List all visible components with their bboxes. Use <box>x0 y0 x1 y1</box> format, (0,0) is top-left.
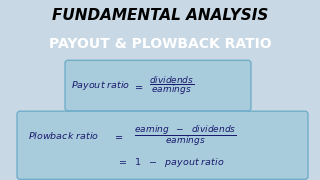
Text: FUNDAMENTAL ANALYSIS: FUNDAMENTAL ANALYSIS <box>52 8 268 23</box>
FancyBboxPatch shape <box>65 60 251 111</box>
Text: $=\ \ 1\ \ -\ \ \mathit{payout\ ratio}$: $=\ \ 1\ \ -\ \ \mathit{payout\ ratio}$ <box>117 156 224 169</box>
Text: $\dfrac{earning\ \ -\ \ dividends}{earnings}$: $\dfrac{earning\ \ -\ \ dividends}{earni… <box>134 123 236 148</box>
FancyBboxPatch shape <box>17 111 308 179</box>
Text: $\mathit{Payout\ ratio}$: $\mathit{Payout\ ratio}$ <box>71 79 130 92</box>
Text: $\dfrac{dividends}{earnings}$: $\dfrac{dividends}{earnings}$ <box>149 74 195 97</box>
Text: $\mathit{Plowback\ ratio}$: $\mathit{Plowback\ ratio}$ <box>28 130 99 141</box>
Text: $=$: $=$ <box>133 81 144 91</box>
Text: $=$: $=$ <box>113 131 124 141</box>
Text: PAYOUT & PLOWBACK RATIO: PAYOUT & PLOWBACK RATIO <box>49 37 271 51</box>
